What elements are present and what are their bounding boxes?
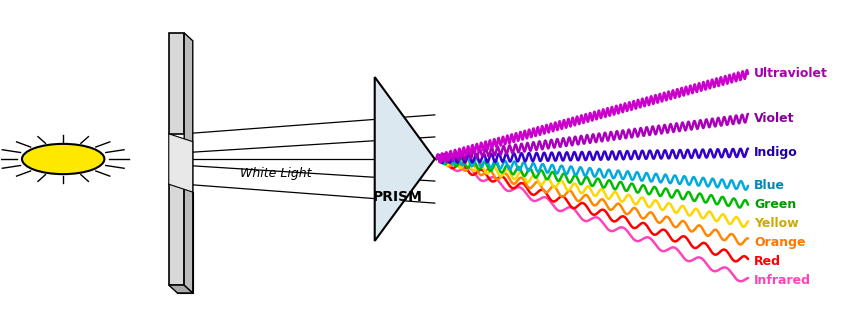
Polygon shape [169,134,193,192]
Polygon shape [169,285,193,293]
Circle shape [22,144,104,174]
Polygon shape [169,33,184,134]
Text: Ultraviolet: Ultraviolet [754,67,828,80]
Text: Orange: Orange [754,236,806,249]
Polygon shape [177,192,193,293]
Polygon shape [169,184,184,285]
Text: Green: Green [754,198,796,211]
Text: Yellow: Yellow [754,217,799,230]
Text: Indigo: Indigo [754,146,798,159]
Text: Infrared: Infrared [754,274,811,287]
Text: PRISM: PRISM [373,190,423,204]
Text: Red: Red [754,255,781,268]
Text: Blue: Blue [754,179,785,192]
Polygon shape [184,33,193,293]
Text: Violet: Violet [754,112,795,125]
Text: White Light: White Light [240,167,312,180]
Polygon shape [375,77,435,241]
